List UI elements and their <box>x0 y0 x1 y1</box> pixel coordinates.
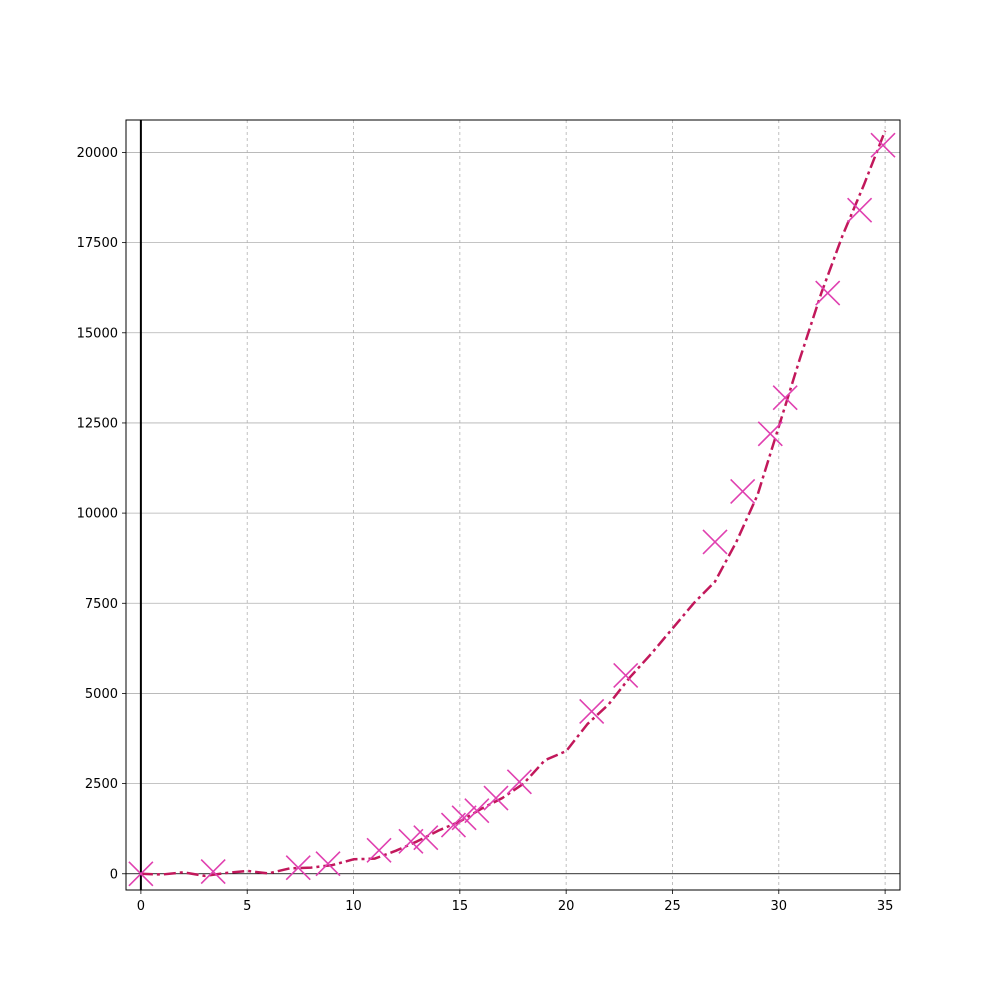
x-marker-point <box>200 859 226 885</box>
x-marker-point <box>464 798 490 824</box>
x-marker-point <box>613 662 639 688</box>
x-marker-point <box>772 385 798 411</box>
x-marker-point <box>483 785 509 811</box>
x-marker-point <box>579 698 605 725</box>
x-marker-point <box>413 825 439 851</box>
y-tick-label: 17500 <box>77 236 118 251</box>
y-tick-label: 15000 <box>77 326 118 341</box>
y-tick-label: 2500 <box>85 777 118 792</box>
x-tick-label: 5 <box>243 899 251 914</box>
x-tick-label: 35 <box>877 899 894 914</box>
x-tick-label: 20 <box>558 899 575 914</box>
x-marker-point <box>506 769 532 795</box>
x-tick-label: 15 <box>452 899 469 914</box>
reference-lines <box>126 120 900 890</box>
x-tick-label: 0 <box>137 899 145 914</box>
x-tick-label: 30 <box>771 899 788 914</box>
x-tick-label: 10 <box>345 899 362 914</box>
x-marker-point <box>870 132 896 158</box>
x-marker-point <box>398 828 424 854</box>
x-marker-point <box>315 851 341 877</box>
y-tick-label: 12500 <box>77 416 118 431</box>
x-marker-point <box>757 421 783 447</box>
x-marker-point <box>730 478 756 505</box>
x-marker-point <box>815 280 841 306</box>
series-line <box>140 130 887 878</box>
plot-frame <box>125 119 901 891</box>
y-tick-label: 5000 <box>85 687 118 702</box>
x-marker-point <box>451 805 477 831</box>
x-marker-point <box>285 855 311 881</box>
x-marker-point <box>702 529 728 555</box>
ticks: 0 5 10 15 20 25 30 35 0 2500 5000 7500 10000 12500 150… <box>77 146 894 914</box>
x-marker-point <box>847 197 873 223</box>
y-tick-label: 10000 <box>77 507 118 522</box>
x-marker-point <box>440 812 467 838</box>
x-tick-label: 25 <box>664 899 681 914</box>
x-marker-point <box>366 837 392 863</box>
y-tick-label: 20000 <box>77 146 118 161</box>
y-tick-label: 0 <box>110 867 118 882</box>
y-tick-label: 7500 <box>85 597 118 612</box>
x-marker-point <box>128 861 154 887</box>
series-layer <box>140 130 887 878</box>
marker-layer <box>128 132 896 887</box>
